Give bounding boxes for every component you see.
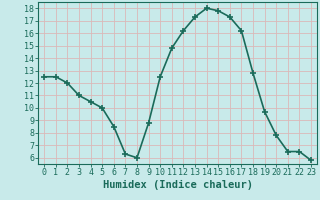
- X-axis label: Humidex (Indice chaleur): Humidex (Indice chaleur): [103, 180, 252, 190]
